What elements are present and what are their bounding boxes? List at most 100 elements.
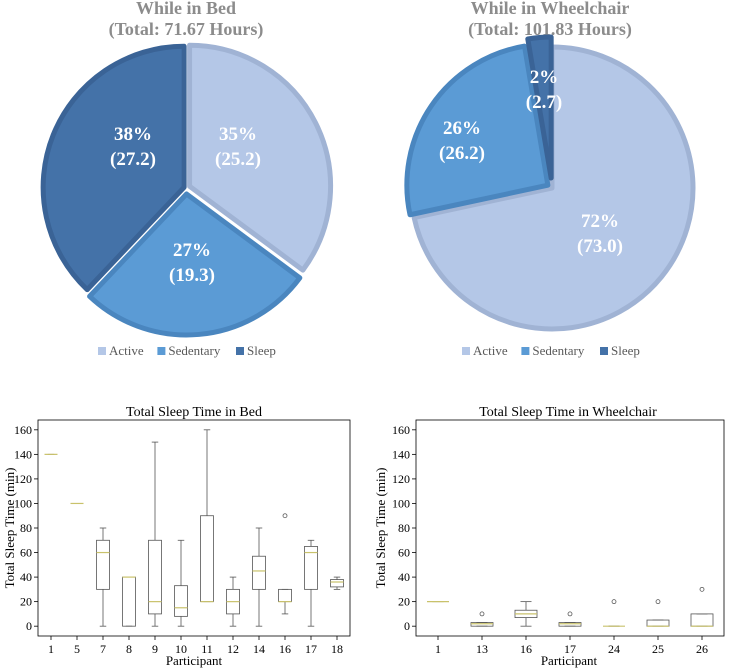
- y-tick-label: 60: [20, 546, 32, 560]
- y-tick-label: 160: [392, 423, 410, 437]
- legend-label-sleep: Sleep: [611, 343, 640, 358]
- boxplot-wheelchair-title: Total Sleep Time in Wheelchair: [479, 405, 657, 420]
- box-participant-18: [330, 576, 344, 590]
- legend-label-sleep: Sleep: [247, 343, 276, 358]
- box-participant-12: [226, 576, 240, 627]
- legend-swatch-active: [98, 347, 106, 355]
- pie-bed-slices: 35% (25.2) 27% (19.3) 38% (27.2): [40, 42, 334, 338]
- x-tick-label: 14: [253, 642, 265, 656]
- iqr-box: [122, 576, 136, 627]
- x-tick-label: 7: [100, 642, 106, 656]
- x-tick-label: 11: [201, 642, 213, 656]
- iqr-box: [200, 515, 214, 603]
- y-tick-label: 60: [398, 546, 410, 560]
- iqr-box: [470, 622, 494, 627]
- y-tick-label: 140: [392, 447, 410, 461]
- y-tick-label: 100: [392, 496, 410, 510]
- y-tick-label: 20: [398, 595, 410, 609]
- slice-value-label: (25.2): [215, 149, 261, 170]
- slice-value-label: (73.0): [577, 236, 623, 257]
- box-participant-7: [96, 527, 110, 627]
- y-tick-label: 80: [20, 521, 32, 535]
- iqr-box: [304, 546, 318, 590]
- iqr-box: [148, 539, 162, 615]
- box-participant-8: [122, 576, 136, 627]
- outlier-point: [282, 513, 288, 519]
- plot-frame: [415, 419, 725, 637]
- x-tick-label: 10: [175, 642, 187, 656]
- slice-percent-label: 2%: [530, 67, 559, 88]
- boxplot-bed-title: Total Sleep Time in Bed: [126, 405, 262, 420]
- boxplot-bed: Total Sleep Time in Bed Total Sleep Time…: [2, 405, 351, 668]
- box-participant-16: [514, 601, 538, 627]
- iqr-box: [330, 579, 344, 588]
- box-participant-25: [646, 599, 670, 627]
- x-tick-label: 18: [331, 642, 343, 656]
- x-tick-label: 16: [520, 642, 532, 656]
- legend-swatch-sedentary: [521, 347, 530, 355]
- slice-value-label: (2.7): [526, 92, 562, 113]
- pie-wheelchair-title-line1: While in Wheelchair: [471, 0, 630, 18]
- legend-swatch-active: [462, 347, 470, 355]
- y-tick-label: 80: [398, 521, 410, 535]
- y-tick-label: 40: [398, 570, 410, 584]
- iqr-box: [174, 585, 188, 617]
- boxplot-wheelchair-plot: 0 20 40 60 80 100 120 140 160 1 13 16 17 24 25 26: [392, 419, 725, 656]
- legend-label-active: Active: [109, 343, 144, 358]
- x-tick-label: 17: [305, 642, 317, 656]
- pie-chart-bed: While in Bed (Total: 71.67 Hours) 35% (25…: [40, 0, 334, 358]
- slice-value-label: (26.2): [439, 143, 485, 164]
- box-participant-9: [148, 441, 162, 627]
- box-participant-10: [174, 539, 188, 627]
- legend-label-sedentary: Sedentary: [168, 343, 220, 358]
- legend-swatch-sedentary: [157, 347, 166, 355]
- slice-percent-label: 26%: [443, 118, 481, 139]
- x-tick-label: 1: [48, 642, 54, 656]
- iqr-box: [558, 622, 582, 627]
- pie-slice-sedentary: [404, 43, 551, 218]
- x-tick-label: 24: [608, 642, 620, 656]
- y-tick-label: 100: [14, 496, 32, 510]
- boxplot-wheelchair-xlabel: Participant: [541, 653, 598, 668]
- pie-wheelchair-title-line2: (Total: 101.83 Hours): [468, 19, 632, 40]
- x-tick-label: 8: [126, 642, 132, 656]
- outlier-point: [699, 586, 705, 592]
- box-participant-26: [690, 586, 714, 627]
- outlier-point: [567, 611, 573, 617]
- legend-swatch-sleep: [236, 347, 244, 355]
- y-tick-label: 0: [26, 619, 32, 633]
- pie-slice-active: [187, 42, 334, 273]
- boxplot-bed-xlabel: Participant: [166, 653, 223, 668]
- pie-slice-sleep: [40, 43, 187, 293]
- legend-label-sedentary: Sedentary: [532, 343, 584, 358]
- boxplot-wheelchair-ylabel: Total Sleep Time (min): [373, 468, 388, 589]
- pie-bed-title-line1: While in Bed: [136, 0, 236, 18]
- x-tick-label: 13: [476, 642, 488, 656]
- x-tick-label: 26: [696, 642, 708, 656]
- box-participant-14: [252, 527, 266, 627]
- x-tick-label: 9: [152, 642, 158, 656]
- boxplot-wheelchair: Total Sleep Time in Wheelchair Total Sle…: [373, 405, 725, 668]
- pie-wheelchair-slices: 72% (73.0) 26% (26.2) 2% (2.7): [404, 34, 696, 332]
- x-tick-label: 16: [279, 642, 291, 656]
- y-tick-label: 0: [404, 619, 410, 633]
- outlier-point: [655, 599, 661, 605]
- box-participant-24: [603, 599, 625, 627]
- boxplot-bed-plot: 0 20 40 60 80 100 120 140 160 1 5 7 8 9 10 11 12 14 16 17 18: [14, 419, 351, 656]
- pie-bed-title-line2: (Total: 71.67 Hours): [109, 19, 264, 40]
- outlier-point: [479, 611, 485, 617]
- slice-percent-label: 72%: [581, 211, 619, 232]
- pie-bed-legend: Active Sedentary Sleep: [98, 343, 276, 358]
- y-tick-label: 20: [20, 595, 32, 609]
- iqr-box: [278, 588, 292, 603]
- pie-slice-sleep: [525, 34, 554, 181]
- y-tick-label: 120: [392, 472, 410, 486]
- iqr-box: [646, 619, 670, 627]
- pie-wheelchair-legend: Active Sedentary Sleep: [462, 343, 640, 358]
- x-tick-label: 25: [652, 642, 664, 656]
- slice-value-label: (19.3): [169, 265, 215, 286]
- plot-frame: [37, 419, 351, 637]
- boxplot-bed-ylabel: Total Sleep Time (min): [2, 468, 17, 589]
- box-participant-11: [200, 429, 214, 603]
- pie-chart-wheelchair: While in Wheelchair (Total: 101.83 Hours…: [404, 0, 696, 358]
